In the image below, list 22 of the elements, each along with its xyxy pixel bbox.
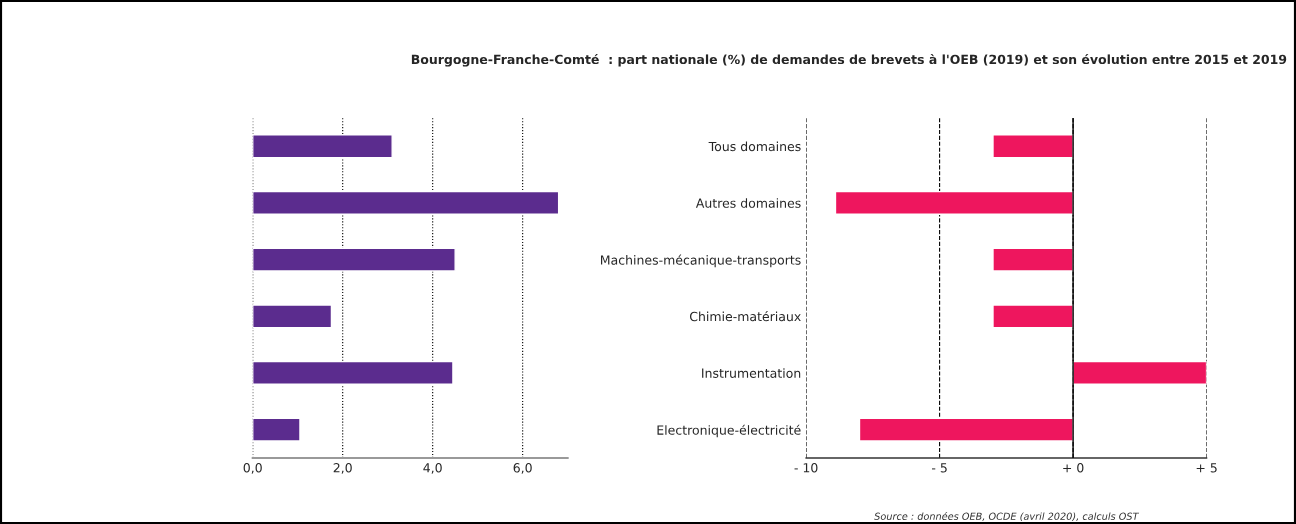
- bar: [252, 190, 560, 215]
- bar: [252, 304, 333, 329]
- bar: [252, 247, 456, 272]
- y-tick-label: Tous domaines: [708, 141, 801, 152]
- x-tick-label: 0,0: [243, 463, 262, 474]
- x-tick-label: - 10: [794, 463, 818, 473]
- bar: [252, 417, 301, 442]
- y-tick-label: Machines-mécanique-transports: [601, 254, 801, 268]
- y-tick-label: Autres domaines: [695, 198, 801, 208]
- y-tick-label: Chimie-matériaux: [689, 311, 801, 322]
- x-tick-label: + 5: [1196, 463, 1217, 473]
- x-tick-label: 2,0: [333, 463, 352, 474]
- x-tick-label: - 5: [931, 463, 947, 473]
- source-note: Source : données OEB, OCDE (avril 2020), calculs OST: [874, 512, 1140, 522]
- x-tick-label: + 0: [1063, 463, 1084, 473]
- bar: [252, 134, 393, 159]
- x-tick-label: 4,0: [423, 463, 442, 474]
- x-tick-label: 6,0: [513, 463, 532, 474]
- bar: [252, 360, 454, 385]
- text: Bourgogne-Franche-Comté : part nationale (%) de demandes de brevets à l'OEB (2019) et son évolution entre 2015 et 2019: [411, 53, 1287, 67]
- y-tick-label: Electronique-électricité: [657, 424, 801, 438]
- y-tick-label: Instrumentation: [702, 368, 801, 378]
